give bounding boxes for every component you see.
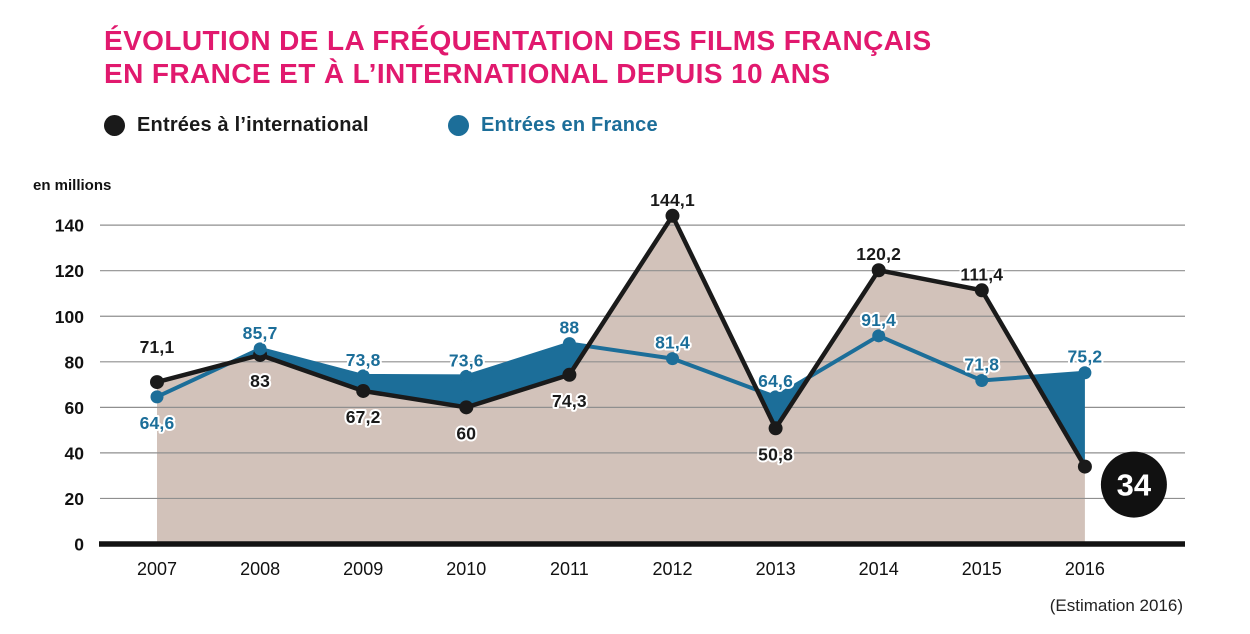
line-international [156,211,1087,468]
data-label: 73,6 [449,350,484,370]
point-france-2016 [1078,366,1092,380]
y-tick-label-20: 20 [65,489,85,509]
point-international-2014 [871,263,886,278]
y-tick-label-100: 100 [55,307,84,327]
year-label-2012: 2012 [652,559,692,579]
data-label: 88 [559,318,579,338]
legend-item-international: Entrées à l’international [104,112,369,138]
point-france-2015 [975,373,989,387]
data-label: 73,8 [346,350,381,370]
point-france-2014 [872,329,886,343]
data-label: 71,8 [964,354,999,374]
data-label: 60 [456,423,476,443]
legend-label-france: Entrées en France [481,113,658,136]
chart-title: ÉVOLUTION DE LA FRÉQUENTATION DES FILMS … [104,24,932,90]
year-label-2010: 2010 [446,559,486,579]
data-label: 74,3 [552,391,587,411]
year-label-2008: 2008 [240,559,280,579]
y-tick-label-120: 120 [55,261,84,281]
year-label-2014: 2014 [859,559,899,579]
area-france-above [229,343,588,408]
point-international-2013 [768,421,783,436]
legend-label-international: Entrées à l’international [137,113,369,136]
point-france-2007 [150,390,164,404]
point-france-2013 [769,390,783,404]
badge-value: 34 [1117,468,1152,503]
year-label-2011: 2011 [550,559,589,579]
legend-dot-international-icon [104,114,125,136]
year-label-2007: 2007 [137,559,177,579]
line-france [156,333,1086,400]
year-label-2009: 2009 [343,559,383,579]
data-label: 120,2 [856,244,901,264]
y-tick-label-80: 80 [65,352,85,372]
data-label: 71,1 [140,337,175,357]
estimation-note: (Estimation 2016) [1050,596,1183,615]
y-tick-label-60: 60 [65,398,85,418]
data-label: 83 [250,371,270,391]
legend-item-france: Entrées en France [448,112,658,138]
data-label: 50,8 [758,444,793,464]
point-international-2016 [1077,459,1092,474]
data-label: 75,2 [1067,347,1102,367]
data-label: 64,6 [758,371,793,391]
year-label-2013: 2013 [756,559,796,579]
area-international [157,215,1085,544]
year-label-2015: 2015 [962,559,1002,579]
point-international-2015 [974,283,989,298]
point-international-2009 [356,383,371,398]
legend-dot-france-icon [448,114,469,136]
y-tick-label-0: 0 [74,535,84,555]
point-france-2009 [356,369,370,383]
data-label: 81,4 [655,333,690,353]
point-france-2010 [459,369,473,383]
point-france-2011 [562,337,576,351]
title-line-1: ÉVOLUTION DE LA FRÉQUENTATION DES FILMS … [104,25,932,56]
data-label: 85,7 [243,323,278,343]
year-label-2016: 2016 [1065,559,1105,579]
point-international-2010 [459,400,474,415]
y-axis-unit-label: en millions [33,177,111,194]
point-france-2012 [666,352,679,366]
point-international-2012 [665,208,680,223]
badge-circle [1100,451,1167,518]
y-tick-label-140: 140 [55,216,84,236]
data-label: 91,4 [861,310,896,330]
y-tick-label-40: 40 [65,443,85,463]
point-france-2008 [253,342,267,356]
data-label: 67,2 [346,407,381,427]
title-line-2: EN FRANCE ET À L’INTERNATIONAL DEPUIS 10… [104,58,831,89]
point-international-2007 [150,375,164,390]
data-label: 64,6 [140,413,175,433]
point-international-2011 [562,367,577,382]
data-label: 111,4 [960,264,1003,284]
data-label: 144,1 [650,190,695,210]
